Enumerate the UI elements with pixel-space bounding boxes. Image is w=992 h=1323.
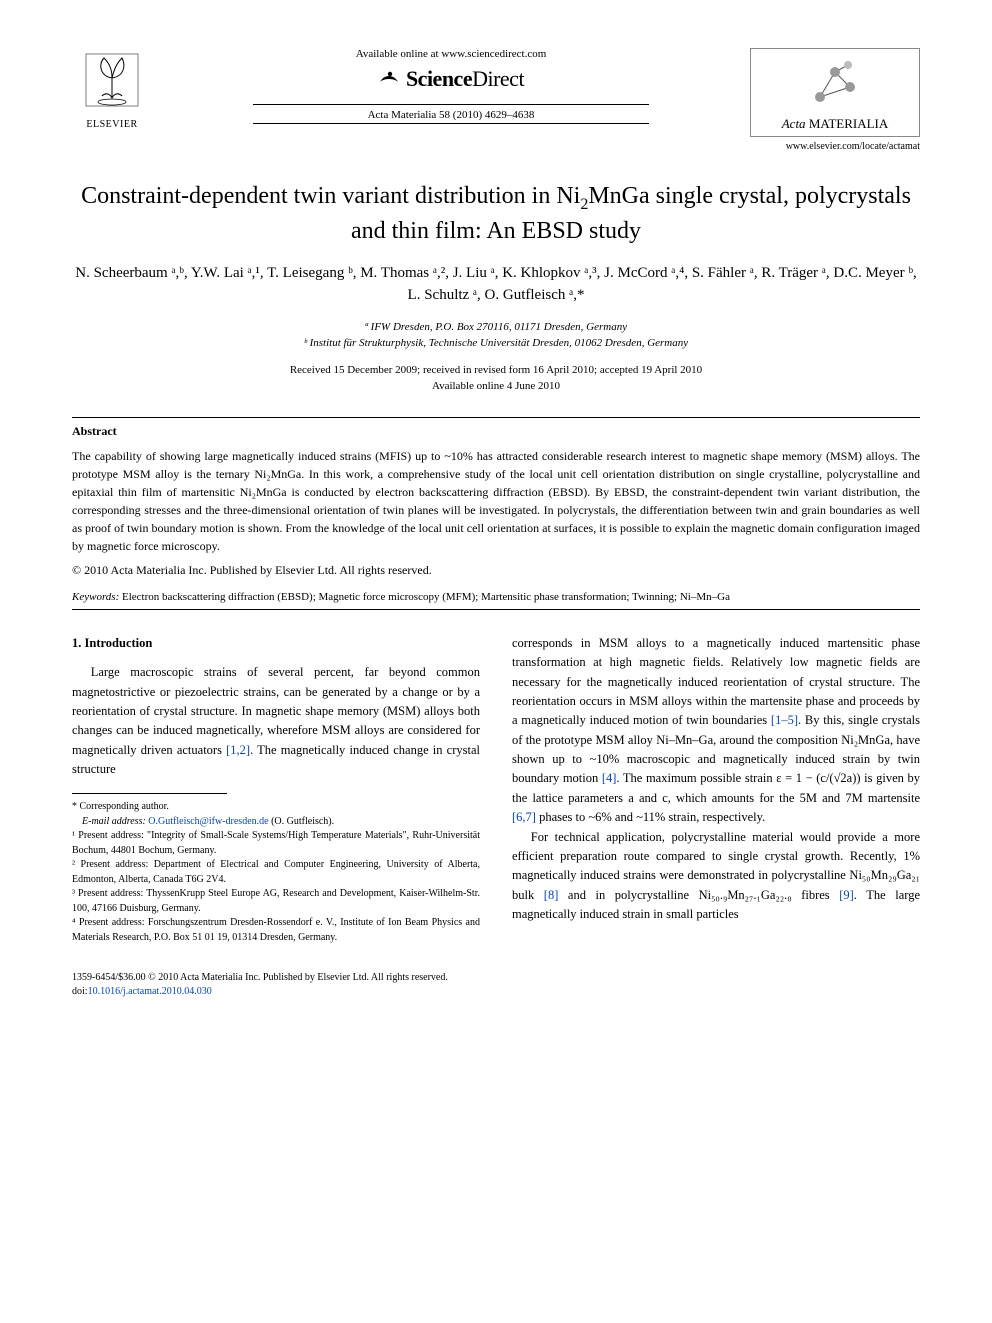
header-rule-top [253,104,649,105]
corresponding-email-link[interactable]: O.Gutfleisch@ifw-dresden.de [148,816,268,827]
right-column: corresponds in MSM alloys to a magnetica… [512,634,920,946]
footnote-rule [72,793,227,794]
footnote-3: ³ Present address: ThyssenKrupp Steel Eu… [72,887,480,916]
cite-link-4[interactable]: [4] [602,771,617,785]
acta-journal-name: Acta MATERIALIA [757,116,913,132]
footnotes-block: * Corresponding author. E-mail address: … [72,800,480,945]
keywords-label: Keywords: [72,591,119,603]
abstract-copyright: © 2010 Acta Materialia Inc. Published by… [72,561,920,579]
header-rule-bottom [253,123,649,124]
abstract-rule-bottom [72,609,920,610]
keywords-line: Keywords: Electron backscattering diffra… [72,591,920,603]
abstract-heading: Abstract [72,424,920,439]
available-online-line: Available online at www.sciencedirect.co… [168,48,734,60]
elsevier-label: ELSEVIER [72,119,152,130]
journal-brand-block: Acta MATERIALIA www.elsevier.com/locate/… [750,48,920,152]
footer-copyright: 1359-6454/$36.00 © 2010 Acta Materialia … [72,971,920,985]
footnote-1: ¹ Present address: "Integrity of Small-S… [72,829,480,858]
author-list: N. Scheerbaum ᵃ,ᵇ, Y.W. Lai ᵃ,¹, T. Leis… [72,262,920,307]
journal-reference: Acta Materialia 58 (2010) 4629–4638 [168,109,734,121]
article-dates: Received 15 December 2009; received in r… [72,362,920,395]
doi-link[interactable]: 10.1016/j.actamat.2010.04.030 [88,986,212,997]
body-columns: 1. Introduction Large macroscopic strain… [72,634,920,946]
acta-molecule-icon [810,57,860,107]
intro-para-1-right: corresponds in MSM alloys to a magnetica… [512,634,920,828]
affiliations: ª IFW Dresden, P.O. Box 270116, 01171 Dr… [72,319,920,352]
section-1-heading: 1. Introduction [72,634,480,653]
abstract-body: The capability of showing large magnetic… [72,447,920,555]
locate-url: www.elsevier.com/locate/actamat [750,141,920,152]
cite-link-1-2[interactable]: [1,2] [226,743,250,757]
abstract-rule-top [72,417,920,418]
email-line: E-mail address: O.Gutfleisch@ifw-dresden… [72,815,480,830]
sciencedirect-wordmark: ScienceDirect [406,66,524,92]
acta-logo-box: Acta MATERIALIA [750,48,920,137]
footer-doi-line: doi:10.1016/j.actamat.2010.04.030 [72,985,920,999]
affiliation-a: ª IFW Dresden, P.O. Box 270116, 01171 Dr… [72,319,920,336]
cite-link-1-5[interactable]: [1–5] [771,713,798,727]
page-footer: 1359-6454/$36.00 © 2010 Acta Materialia … [72,971,920,999]
cite-link-8[interactable]: [8] [544,888,559,902]
article-title: Constraint-dependent twin variant distri… [72,180,920,248]
received-line: Received 15 December 2009; received in r… [72,362,920,379]
keywords-text: Electron backscattering diffraction (EBS… [119,591,730,603]
footnote-2: ² Present address: Department of Electri… [72,858,480,887]
sciencedirect-logo: ScienceDirect [378,66,524,92]
footnote-4: ⁴ Present address: Forschungszentrum Dre… [72,916,480,945]
sciencedirect-swoosh-icon [378,68,400,90]
cite-link-6-7[interactable]: [6,7] [512,810,536,824]
online-line: Available online 4 June 2010 [72,378,920,395]
intro-para-1-left: Large macroscopic strains of several per… [72,663,480,779]
affiliation-b: ᵇ Institut für Strukturphysik, Technisch… [72,335,920,352]
sciencedirect-block: Available online at www.sciencedirect.co… [152,48,750,124]
cite-link-9[interactable]: [9] [839,888,854,902]
publisher-header: ELSEVIER Available online at www.science… [72,48,920,152]
elsevier-tree-icon [80,48,144,112]
corresponding-author: * Corresponding author. [72,800,480,815]
elsevier-logo-block: ELSEVIER [72,48,152,130]
left-column: 1. Introduction Large macroscopic strain… [72,634,480,946]
intro-para-2: For technical application, polycrystalli… [512,828,920,925]
